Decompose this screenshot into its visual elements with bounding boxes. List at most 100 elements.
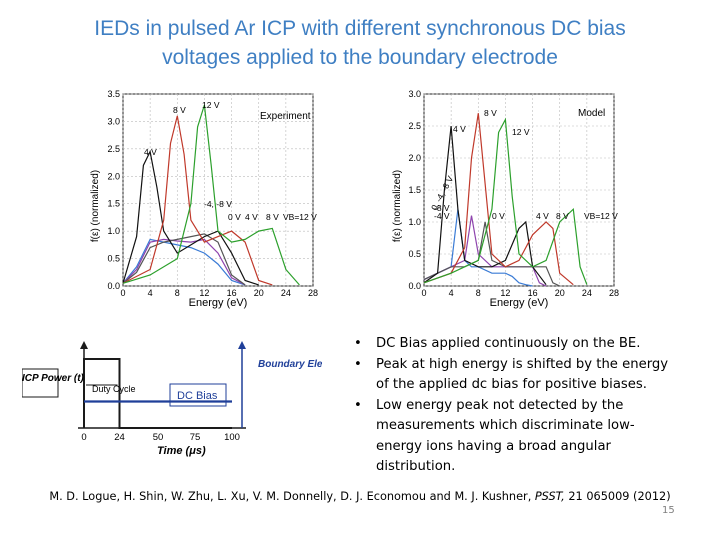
series-annotation: VB=12 V <box>283 212 317 222</box>
x-tick-label: 24 <box>114 432 125 443</box>
experiment-chart: 0.0 0.5 1.0 1.5 2.0 2.5 3.0 3.5 0 4 8 12 16 20 24 28 f… <box>90 89 318 309</box>
x-tick-label: 8 <box>476 288 481 298</box>
axis-arrow <box>238 341 246 349</box>
y-tick-label: 0.5 <box>408 249 421 259</box>
bullet-text: DC Bias applied continuously on the BE. <box>376 336 641 351</box>
y-tick-label: 1.0 <box>107 226 120 236</box>
bullet-item: • DC Bias applied continuously on the BE… <box>350 334 680 355</box>
chart-title: Model <box>578 108 605 119</box>
series-line-neg8V <box>122 238 246 286</box>
boundary-electrode-label: Boundary Electrode DC Bias (t) <box>258 359 322 370</box>
x-tick-label: 28 <box>609 288 619 298</box>
bullet-dot: • <box>354 356 362 372</box>
citation: M. D. Logue, H. Shin, W. Zhu, L. Xu, V. … <box>0 490 720 503</box>
x-axis-label: Energy (eV) <box>189 297 248 309</box>
x-tick-label: 28 <box>308 288 318 298</box>
x-tick-label: 0 <box>421 288 426 298</box>
y-tick-label: 2.5 <box>107 144 120 154</box>
x-tick-label: 4 <box>449 288 454 298</box>
icp-power-box <box>22 368 59 398</box>
x-tick-label: 0 <box>81 432 86 443</box>
x-tick-label: 12 <box>500 288 510 298</box>
series-annotation: -4, -8 V <box>204 199 232 209</box>
series-annotation: -8 V <box>434 203 450 213</box>
x-tick-label: 100 <box>224 432 240 443</box>
y-tick-label: 0.0 <box>107 281 120 291</box>
dc-bias-label: DC Bias <box>177 390 218 402</box>
x-tick-label: 0 <box>120 288 125 298</box>
series-line-8V <box>423 113 574 286</box>
y-tick-label: 2.5 <box>408 121 421 131</box>
y-tick-label: 1.5 <box>107 199 120 209</box>
x-tick-label: 50 <box>153 432 164 443</box>
series-line-0V <box>122 233 246 286</box>
time-axis-label: Time (μs) <box>157 445 206 457</box>
series-annotation: 8 V <box>173 105 186 115</box>
y-axis-label: f(ε) (normalized) <box>392 170 403 242</box>
citation-journal: PSST, <box>534 490 565 503</box>
y-tick-label: 3.0 <box>107 116 120 126</box>
x-tick-label: 24 <box>582 288 592 298</box>
axis-arrow <box>80 341 88 349</box>
series-annotation: 12 V <box>202 100 220 110</box>
bullet-text: Peak at high energy is shifted by the en… <box>376 356 669 393</box>
title-line-2: voltages applied to the boundary electro… <box>162 46 558 69</box>
series-line-12V <box>122 104 300 286</box>
bullet-dot: • <box>354 397 362 413</box>
series-annotation: 0 V <box>492 211 505 221</box>
series-annotation: 0 V <box>228 212 241 222</box>
page-number: 15 <box>662 505 675 516</box>
series-annotation: 12 V <box>512 127 530 137</box>
title-line-1: IEDs in pulsed Ar ICP with different syn… <box>94 17 626 40</box>
series-annotation: 4 V <box>245 212 258 222</box>
citation-authors: M. D. Logue, H. Shin, W. Zhu, L. Xu, V. … <box>49 490 532 503</box>
series-line-4V <box>423 125 547 286</box>
citation-ref: 21 065009 (2012) <box>568 490 671 503</box>
dc-bias-box <box>169 383 227 407</box>
series-line-0V <box>423 221 560 287</box>
x-tick-label: 4 <box>148 288 153 298</box>
x-tick-label: 20 <box>254 288 264 298</box>
series-line-neg4V <box>122 238 246 286</box>
y-tick-label: 0.0 <box>408 281 421 291</box>
y-tick-label: 1.0 <box>408 217 421 227</box>
series-annotation: 8 V <box>484 108 497 118</box>
y-tick-label: 3.5 <box>107 89 120 99</box>
series-annotation: VB=12 V <box>584 211 618 221</box>
x-tick-label: 24 <box>281 288 291 298</box>
chart-title: Experiment <box>260 111 311 122</box>
x-tick-label: 8 <box>175 288 180 298</box>
bullet-text: Low energy peak not detected by the meas… <box>376 397 635 475</box>
series-annotation: 4 V <box>536 211 549 221</box>
bullet-item: • Low energy peak not detected by the me… <box>350 396 680 478</box>
series-annotation: 8 V <box>266 212 279 222</box>
x-tick-label: 20 <box>555 288 565 298</box>
model-chart: 0.0 0.5 1.0 1.5 2.0 2.5 3.0 0 4 8 12 16 20 24 28 f(ε)… <box>392 89 619 309</box>
pulse-timing-diagram: 0 24 50 75 100 ICP Power (t) Duty Cycle DC B… <box>22 341 322 457</box>
x-tick-label: 12 <box>199 288 209 298</box>
y-tick-label: 2.0 <box>408 153 421 163</box>
duty-cycle-label: Duty Cycle <box>92 384 136 394</box>
series-annotation: -4 V <box>434 211 450 221</box>
series-line-8V <box>122 115 273 286</box>
bullet-dot: • <box>354 336 362 351</box>
x-tick-label: 75 <box>190 432 201 443</box>
series-annotation: 4 V <box>453 124 466 134</box>
icp-power-waveform <box>83 358 232 429</box>
icp-power-label: ICP Power (t) <box>22 373 85 384</box>
series-line-12V <box>423 117 588 285</box>
series-annotation: 8 V <box>556 211 569 221</box>
y-tick-label: 3.0 <box>408 89 421 99</box>
series-line-4V <box>122 149 259 286</box>
series-annotation: 4 V <box>144 147 157 157</box>
plot-frame <box>122 93 314 287</box>
y-tick-label: 1.5 <box>408 185 421 195</box>
slide-title: IEDs in pulsed Ar ICP with different syn… <box>0 14 720 72</box>
x-axis-label: Energy (eV) <box>490 297 549 309</box>
y-tick-label: 0.5 <box>107 254 120 264</box>
bullet-item: • Peak at high energy is shifted by the … <box>350 355 680 396</box>
x-tick-label: 16 <box>528 288 538 298</box>
x-tick-label: 16 <box>227 288 237 298</box>
y-axis-label: f(ε) (normalized) <box>90 170 101 242</box>
bullet-list: • DC Bias applied continuously on the BE… <box>350 334 680 478</box>
